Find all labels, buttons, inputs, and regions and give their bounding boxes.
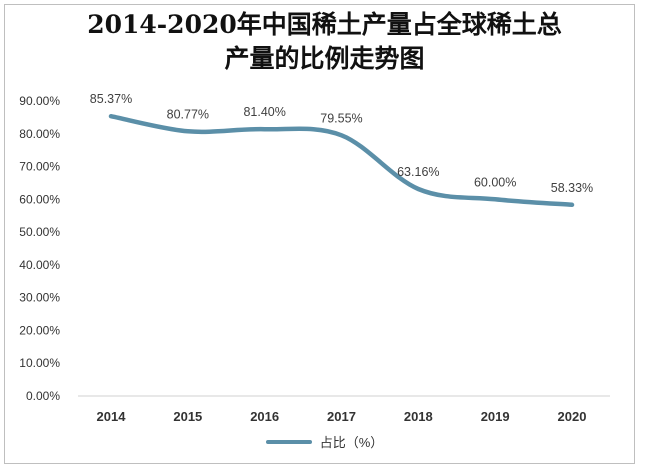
data-label-layer: 85.37% 80.77% 81.40% 79.55% 63.16% 60.00% 58.3… — [90, 92, 593, 195]
data-label: 79.55% — [320, 111, 362, 125]
y-tick-label: 80.00% — [19, 127, 60, 141]
chart-frame — [4, 4, 635, 464]
data-label: 80.77% — [167, 107, 209, 121]
y-tick-label: 0.00% — [26, 389, 60, 403]
y-tick-label: 40.00% — [19, 258, 60, 272]
y-tick-label: 20.00% — [19, 323, 60, 337]
legend-swatch — [265, 439, 312, 444]
legend-label: 占比（%） — [319, 435, 384, 450]
y-tick-label: 10.00% — [19, 356, 60, 370]
x-tick-label: 2018 — [404, 409, 433, 424]
x-tick-label: 2015 — [173, 409, 202, 424]
data-label: 81.40% — [243, 105, 285, 119]
data-label: 85.37% — [90, 92, 132, 106]
data-label: 60.00% — [474, 175, 516, 189]
legend: 占比（%） — [0, 432, 649, 451]
chart-title-line-1: 2014-2020年中国稀土产量占全球稀土总 — [87, 10, 562, 39]
y-tick-label: 30.00% — [19, 291, 60, 305]
x-tick-label: 2014 — [97, 409, 127, 424]
x-tick-label: 2016 — [250, 409, 279, 424]
x-tick-label: 2020 — [558, 409, 587, 424]
data-label: 58.33% — [551, 181, 593, 195]
chart-title-line-2: 产量的比例走势图 — [224, 44, 425, 73]
series-line — [108, 113, 575, 208]
series-layer — [108, 113, 575, 208]
x-tick-label: 2019 — [481, 409, 510, 424]
y-tick-label: 50.00% — [19, 225, 60, 239]
data-label: 63.16% — [397, 165, 439, 179]
y-axis: 0.00% 10.00% 20.00% 30.00% 40.00% 50.00% 60.00… — [19, 94, 60, 403]
y-tick-label: 70.00% — [19, 160, 60, 174]
x-tick-label: 2017 — [327, 409, 356, 424]
chart-title: 2014-2020年中国稀土产量占全球稀土总 产量的比例走势图 — [0, 8, 649, 76]
x-axis: 2014 2015 2016 2017 2018 2019 2020 — [78, 395, 610, 424]
y-tick-label: 60.00% — [19, 192, 60, 206]
y-tick-label: 90.00% — [19, 94, 60, 108]
